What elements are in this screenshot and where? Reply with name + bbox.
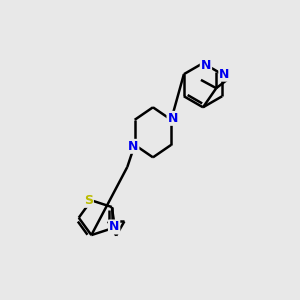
Text: N: N	[201, 59, 211, 72]
Text: S: S	[84, 194, 93, 207]
Text: N: N	[109, 220, 119, 233]
Text: N: N	[167, 112, 178, 125]
Text: N: N	[128, 140, 138, 153]
Text: N: N	[219, 68, 230, 81]
